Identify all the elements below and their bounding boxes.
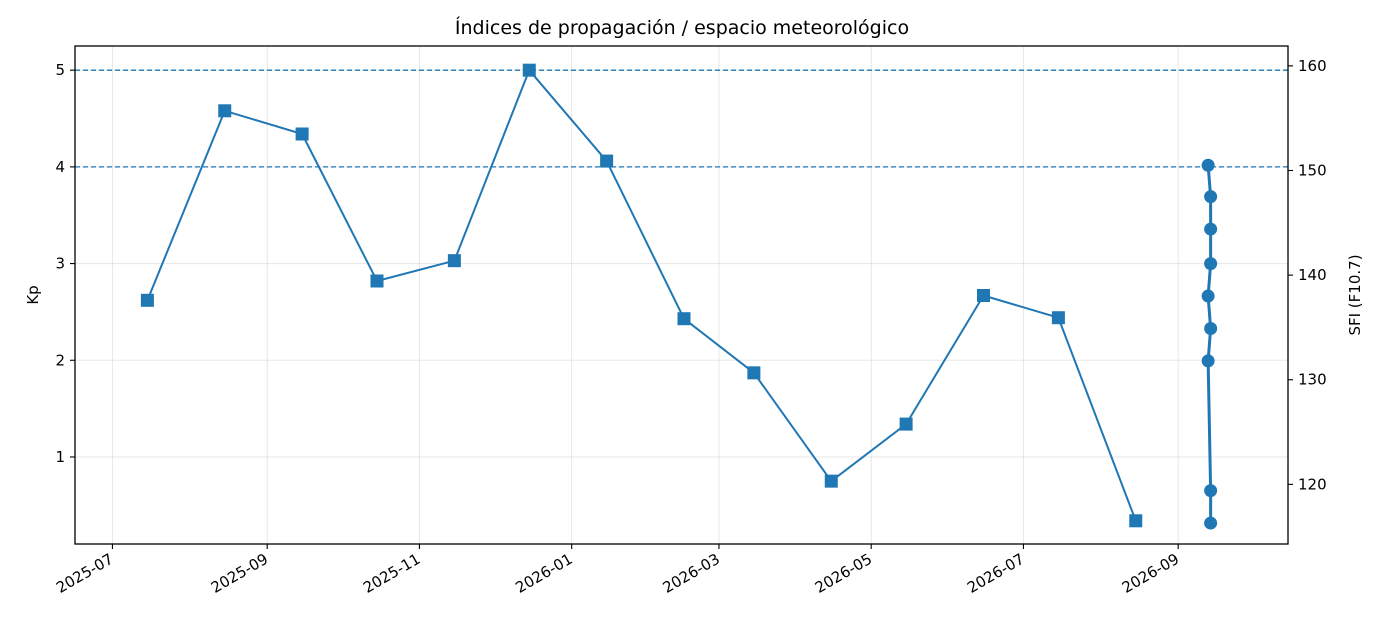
x-tick-label: 2026-09 [1119,550,1182,597]
kp-point [295,127,309,141]
kp-point [977,288,991,302]
sfi-point [1204,190,1218,204]
x-tick-label: 2026-07 [964,550,1027,597]
y2-tick-label: 140 [1298,266,1327,284]
sfi-point [1201,289,1215,303]
kp-point [1051,311,1065,325]
sfi-point [1204,516,1218,530]
reference-lines [75,69,1288,168]
kp-series-line [146,69,1137,522]
sfi-series-line [1206,165,1213,524]
x-tick-label: 2026-03 [660,550,723,597]
y-tick-label: 2 [55,351,65,369]
x-tick-label: 2025-07 [53,550,116,597]
sfi-point [1201,158,1215,172]
y-tick-label: 3 [55,255,65,273]
sfi-point [1204,484,1218,498]
y2-axis-label: SFI (F10.7) [1346,254,1364,335]
sfi-point [1201,354,1215,368]
kp-point [677,312,691,326]
sfi-point [1204,222,1218,236]
kp-point [747,366,761,380]
sfi-point [1204,257,1218,271]
plot-frame [74,45,1289,545]
x-tick-label: 2025-11 [360,550,423,597]
y-tick-label: 5 [55,61,65,79]
sfi-point [1204,321,1218,335]
chart-title: Índices de propagación / espacio meteoro… [455,16,909,39]
y2-tick-label: 150 [1298,162,1327,180]
y2-tick-label: 120 [1298,475,1327,493]
x-tick-label: 2025-09 [208,550,271,597]
kp-point [899,417,913,431]
y-tick-label: 4 [55,158,65,176]
x-tick-label: 2026-05 [812,550,875,597]
series-layer [140,63,1218,530]
y-tick-label: 1 [55,448,65,466]
kp-point [370,274,384,288]
kp-point [600,154,614,168]
kp-point [824,474,838,488]
kp-point [1129,514,1143,528]
y2-tick-label: 160 [1298,57,1327,75]
kp-point [140,293,154,307]
y2-tick-label: 130 [1298,371,1327,389]
x-tick-label: 2026-01 [512,550,575,597]
y-axis-label: Kp [24,285,42,304]
kp-point [218,104,232,118]
kp-point [522,63,536,77]
kp-point [447,254,461,268]
